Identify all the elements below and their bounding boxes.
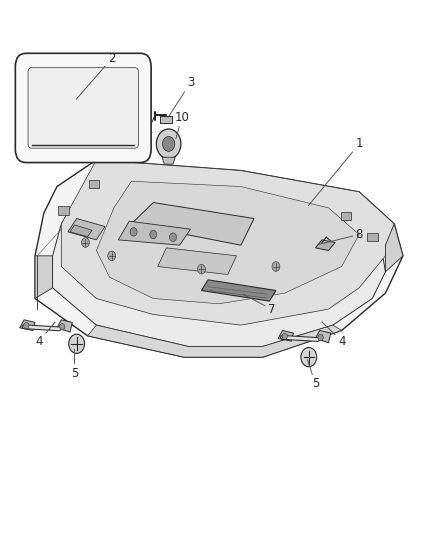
- Polygon shape: [20, 320, 35, 330]
- Text: 5: 5: [71, 349, 78, 379]
- Bar: [341, 212, 351, 220]
- Circle shape: [272, 262, 280, 271]
- Circle shape: [81, 238, 89, 247]
- Text: 7: 7: [244, 294, 276, 316]
- Polygon shape: [162, 157, 175, 164]
- FancyBboxPatch shape: [28, 68, 138, 148]
- Circle shape: [60, 324, 65, 330]
- Circle shape: [170, 233, 177, 241]
- Circle shape: [282, 333, 287, 340]
- Bar: [89, 180, 99, 188]
- Circle shape: [130, 228, 137, 236]
- Text: 4: 4: [35, 322, 55, 348]
- Polygon shape: [96, 181, 359, 304]
- Text: 3: 3: [168, 76, 194, 118]
- Circle shape: [108, 251, 116, 261]
- Circle shape: [69, 334, 85, 353]
- Circle shape: [198, 264, 205, 274]
- Polygon shape: [68, 219, 105, 240]
- Bar: [160, 116, 172, 123]
- Circle shape: [318, 334, 323, 341]
- Text: 5: 5: [307, 360, 319, 390]
- Circle shape: [162, 136, 175, 151]
- Text: 8: 8: [318, 228, 363, 245]
- Text: 4: 4: [322, 322, 346, 348]
- Polygon shape: [158, 248, 237, 274]
- Text: 10: 10: [174, 111, 189, 139]
- Polygon shape: [35, 160, 403, 357]
- Polygon shape: [315, 330, 331, 343]
- Circle shape: [24, 322, 29, 329]
- Circle shape: [156, 129, 181, 159]
- Circle shape: [301, 348, 317, 367]
- Polygon shape: [278, 330, 293, 341]
- Polygon shape: [118, 221, 191, 245]
- Bar: [58, 206, 69, 215]
- Polygon shape: [385, 224, 403, 272]
- Polygon shape: [35, 256, 53, 298]
- Polygon shape: [131, 203, 254, 245]
- Polygon shape: [57, 320, 72, 332]
- Polygon shape: [70, 225, 92, 237]
- Bar: [367, 233, 378, 241]
- Polygon shape: [315, 240, 335, 251]
- Polygon shape: [201, 280, 276, 301]
- Polygon shape: [53, 181, 385, 346]
- Circle shape: [150, 230, 157, 239]
- FancyBboxPatch shape: [15, 53, 151, 163]
- Text: 2: 2: [76, 52, 116, 99]
- Text: 1: 1: [308, 138, 363, 206]
- Polygon shape: [88, 325, 342, 357]
- Polygon shape: [61, 160, 394, 325]
